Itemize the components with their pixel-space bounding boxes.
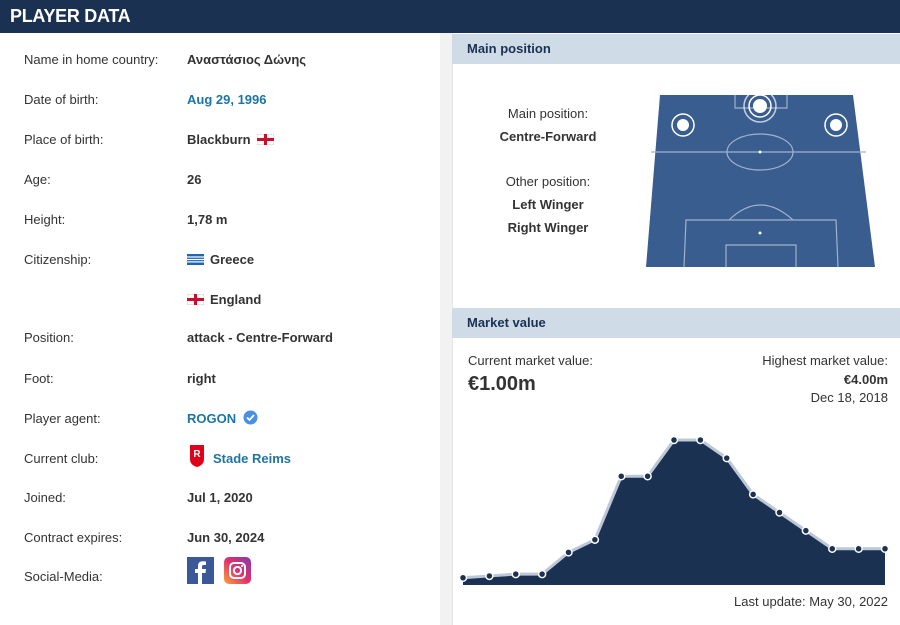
- value: Blackburn: [187, 130, 280, 150]
- value: Αναστάσιος Δώνης: [187, 52, 307, 67]
- section-title: Main position: [467, 41, 551, 56]
- label: Date of birth:: [24, 92, 99, 107]
- label: Contract expires:: [24, 530, 123, 545]
- facebook-icon[interactable]: [187, 557, 214, 584]
- gutter: [440, 33, 452, 625]
- agent-link[interactable]: ROGON: [187, 411, 237, 426]
- club-link[interactable]: Stade Reims: [213, 451, 292, 466]
- point: [590, 535, 600, 544]
- social-icons: [187, 557, 251, 590]
- header-bar: PLAYER DATA: [0, 0, 900, 33]
- instagram-icon[interactable]: [223, 557, 251, 584]
- label: Citizenship:: [24, 252, 92, 267]
- current-label: Current market value:: [468, 353, 593, 368]
- value-text: England: [210, 292, 262, 307]
- value-text: Greece: [210, 252, 255, 267]
- value: Greece: [187, 250, 254, 270]
- section-title: Market value: [467, 315, 546, 330]
- club-logo: R: [190, 445, 204, 467]
- market-value-chart: [458, 435, 890, 585]
- value: 1,78 m: [187, 212, 228, 227]
- point: [458, 573, 468, 582]
- england-flag: [187, 294, 204, 305]
- value: Jun 30, 2024: [187, 530, 265, 545]
- point: [643, 472, 652, 481]
- label: Place of birth:: [24, 132, 104, 147]
- point: [564, 548, 573, 557]
- point: [511, 569, 520, 579]
- label: Height:: [24, 212, 66, 227]
- value-text: Blackburn: [187, 132, 251, 147]
- pitch: [646, 90, 875, 268]
- value: ROGON: [187, 409, 258, 429]
- point: [669, 435, 679, 445]
- header-title: PLAYER DATA: [10, 6, 131, 26]
- label: Social-Media:: [24, 569, 103, 584]
- point: [801, 526, 811, 535]
- point: [485, 571, 494, 581]
- other-position: Right Winger: [507, 220, 589, 235]
- label: Name in home country:: [24, 52, 159, 67]
- point: [880, 544, 890, 553]
- main-position-label: Main position:: [507, 106, 589, 121]
- value: R Stade Reims: [187, 445, 292, 471]
- svg-text:R: R: [193, 449, 201, 460]
- value: attack - Centre-Forward: [187, 330, 333, 345]
- point: [828, 544, 837, 553]
- point: [696, 435, 705, 445]
- player-data-panel: [0, 33, 440, 625]
- main-position: Centre-Forward: [499, 129, 597, 144]
- label: Position:: [24, 330, 74, 345]
- point: [617, 472, 626, 481]
- highest-label: Highest market value:: [762, 353, 888, 368]
- label: Foot:: [24, 371, 54, 386]
- other-position-label: Other position:: [505, 174, 591, 189]
- value: England: [187, 290, 261, 310]
- value: 26: [187, 172, 202, 187]
- point: [775, 508, 784, 517]
- section-header: Main position: [452, 34, 900, 64]
- point: [722, 453, 731, 463]
- value: right: [187, 371, 216, 386]
- label: Joined:: [24, 490, 66, 505]
- england-flag: [257, 134, 275, 145]
- point: [748, 490, 758, 499]
- current-value: €1.00m: [468, 373, 536, 395]
- point: [537, 569, 547, 579]
- other-position: Left Winger: [512, 197, 584, 212]
- label: Player agent:: [24, 411, 101, 426]
- value: Jul 1, 2020: [187, 490, 253, 505]
- section-header: Market value: [452, 308, 900, 338]
- greece-flag: [187, 254, 204, 265]
- highest-date: Dec 18, 2018: [810, 390, 888, 405]
- area: [463, 440, 885, 585]
- label: Current club:: [24, 451, 99, 466]
- point: [854, 544, 863, 553]
- verified-icon: [243, 410, 258, 425]
- label: Age:: [24, 172, 51, 187]
- highest-value: €4.00m: [843, 372, 888, 387]
- value-link[interactable]: Aug 29, 1996: [187, 92, 267, 107]
- last-update: Last update: May 30, 2022: [734, 594, 888, 609]
